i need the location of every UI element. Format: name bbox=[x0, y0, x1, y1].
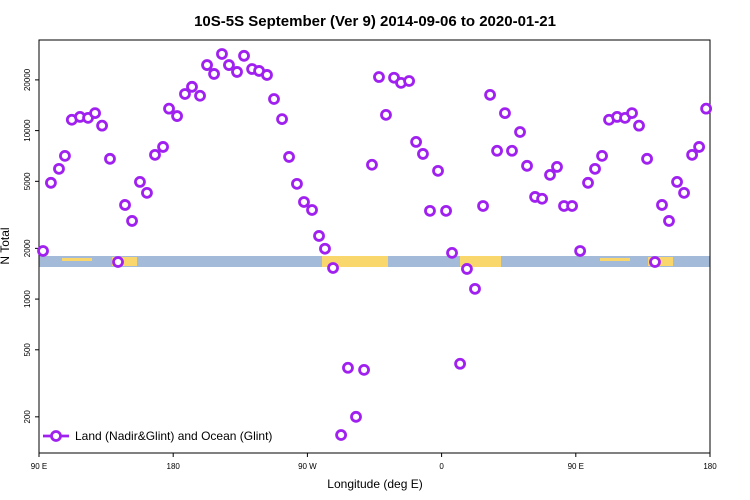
point bbox=[149, 148, 161, 161]
x-tick-label: 90 E bbox=[568, 462, 584, 471]
point bbox=[380, 108, 392, 121]
point bbox=[327, 262, 339, 274]
point bbox=[686, 148, 699, 161]
point bbox=[171, 110, 183, 122]
point bbox=[134, 176, 146, 188]
point bbox=[521, 159, 533, 172]
point bbox=[358, 363, 370, 376]
chart-title: 10S-5S September (Ver 9) 2014-09-06 to 2… bbox=[194, 13, 556, 30]
point bbox=[373, 71, 385, 83]
point bbox=[678, 186, 690, 199]
point bbox=[700, 102, 713, 115]
point bbox=[126, 215, 138, 227]
point bbox=[201, 59, 213, 71]
point bbox=[366, 158, 378, 171]
point bbox=[298, 196, 310, 208]
point bbox=[536, 192, 549, 205]
point bbox=[506, 144, 518, 157]
point bbox=[179, 88, 191, 100]
point bbox=[53, 162, 65, 175]
point bbox=[589, 162, 601, 175]
y-tick-label: 5000 bbox=[23, 172, 32, 190]
point bbox=[551, 160, 563, 173]
point bbox=[163, 102, 175, 115]
point bbox=[37, 245, 49, 257]
y-tick-label: 2000 bbox=[23, 239, 32, 257]
point bbox=[626, 107, 638, 120]
point bbox=[544, 168, 556, 181]
point bbox=[403, 75, 415, 87]
y-tick-label: 1000 bbox=[23, 290, 32, 308]
y-tick-label: 500 bbox=[23, 343, 32, 357]
point bbox=[194, 89, 206, 102]
x-tick-label: 180 bbox=[167, 462, 181, 471]
point bbox=[157, 141, 169, 153]
point bbox=[499, 107, 511, 120]
point bbox=[656, 199, 668, 211]
point bbox=[216, 48, 228, 60]
point bbox=[410, 135, 423, 148]
point bbox=[96, 119, 108, 132]
point bbox=[186, 80, 198, 93]
point bbox=[342, 361, 354, 374]
point bbox=[268, 93, 280, 105]
point bbox=[663, 215, 675, 227]
point bbox=[477, 200, 489, 212]
point bbox=[469, 282, 481, 295]
point bbox=[208, 68, 220, 80]
point bbox=[454, 357, 466, 370]
plot-frame bbox=[38, 39, 711, 454]
point bbox=[104, 152, 116, 165]
point bbox=[693, 141, 706, 153]
y-tick-label: 200 bbox=[23, 410, 32, 424]
point bbox=[141, 186, 153, 199]
point bbox=[566, 200, 578, 212]
x-tick-label: 180 bbox=[703, 462, 717, 471]
point bbox=[119, 199, 131, 211]
point bbox=[291, 177, 303, 190]
legend-label: Land (Nadir&Glint) and Ocean (Glint) bbox=[75, 429, 272, 443]
point bbox=[633, 119, 645, 132]
point bbox=[306, 204, 318, 216]
point bbox=[350, 410, 362, 423]
point bbox=[59, 149, 71, 162]
point bbox=[238, 49, 250, 62]
point bbox=[671, 176, 683, 188]
point bbox=[261, 69, 273, 81]
point bbox=[313, 230, 325, 242]
point bbox=[223, 59, 235, 71]
point bbox=[582, 176, 594, 189]
point bbox=[574, 245, 587, 257]
map-strip bbox=[39, 256, 710, 267]
point bbox=[231, 66, 243, 78]
y-tick-label: 10000 bbox=[23, 119, 32, 142]
point bbox=[45, 176, 57, 189]
y-tick-label: 20000 bbox=[23, 68, 32, 91]
x-tick-label: 90 W bbox=[298, 462, 317, 471]
point bbox=[446, 246, 458, 259]
point bbox=[461, 263, 473, 275]
point bbox=[424, 204, 436, 217]
point bbox=[596, 149, 608, 162]
point bbox=[440, 204, 452, 217]
point bbox=[432, 164, 444, 177]
point bbox=[491, 144, 503, 157]
point bbox=[514, 126, 526, 138]
point bbox=[319, 242, 331, 255]
legend-marker bbox=[50, 430, 62, 442]
point bbox=[417, 148, 429, 160]
point bbox=[276, 113, 288, 126]
point bbox=[335, 429, 347, 441]
point bbox=[484, 88, 496, 101]
point bbox=[649, 256, 661, 268]
x-tick-label: 90 E bbox=[31, 462, 47, 471]
point bbox=[112, 256, 124, 268]
y-axis-label: N Total bbox=[0, 227, 12, 264]
point bbox=[641, 152, 653, 165]
point bbox=[89, 107, 101, 120]
point bbox=[283, 151, 295, 163]
x-tick-label: 0 bbox=[439, 462, 444, 471]
x-axis-label: Longitude (deg E) bbox=[327, 477, 422, 491]
